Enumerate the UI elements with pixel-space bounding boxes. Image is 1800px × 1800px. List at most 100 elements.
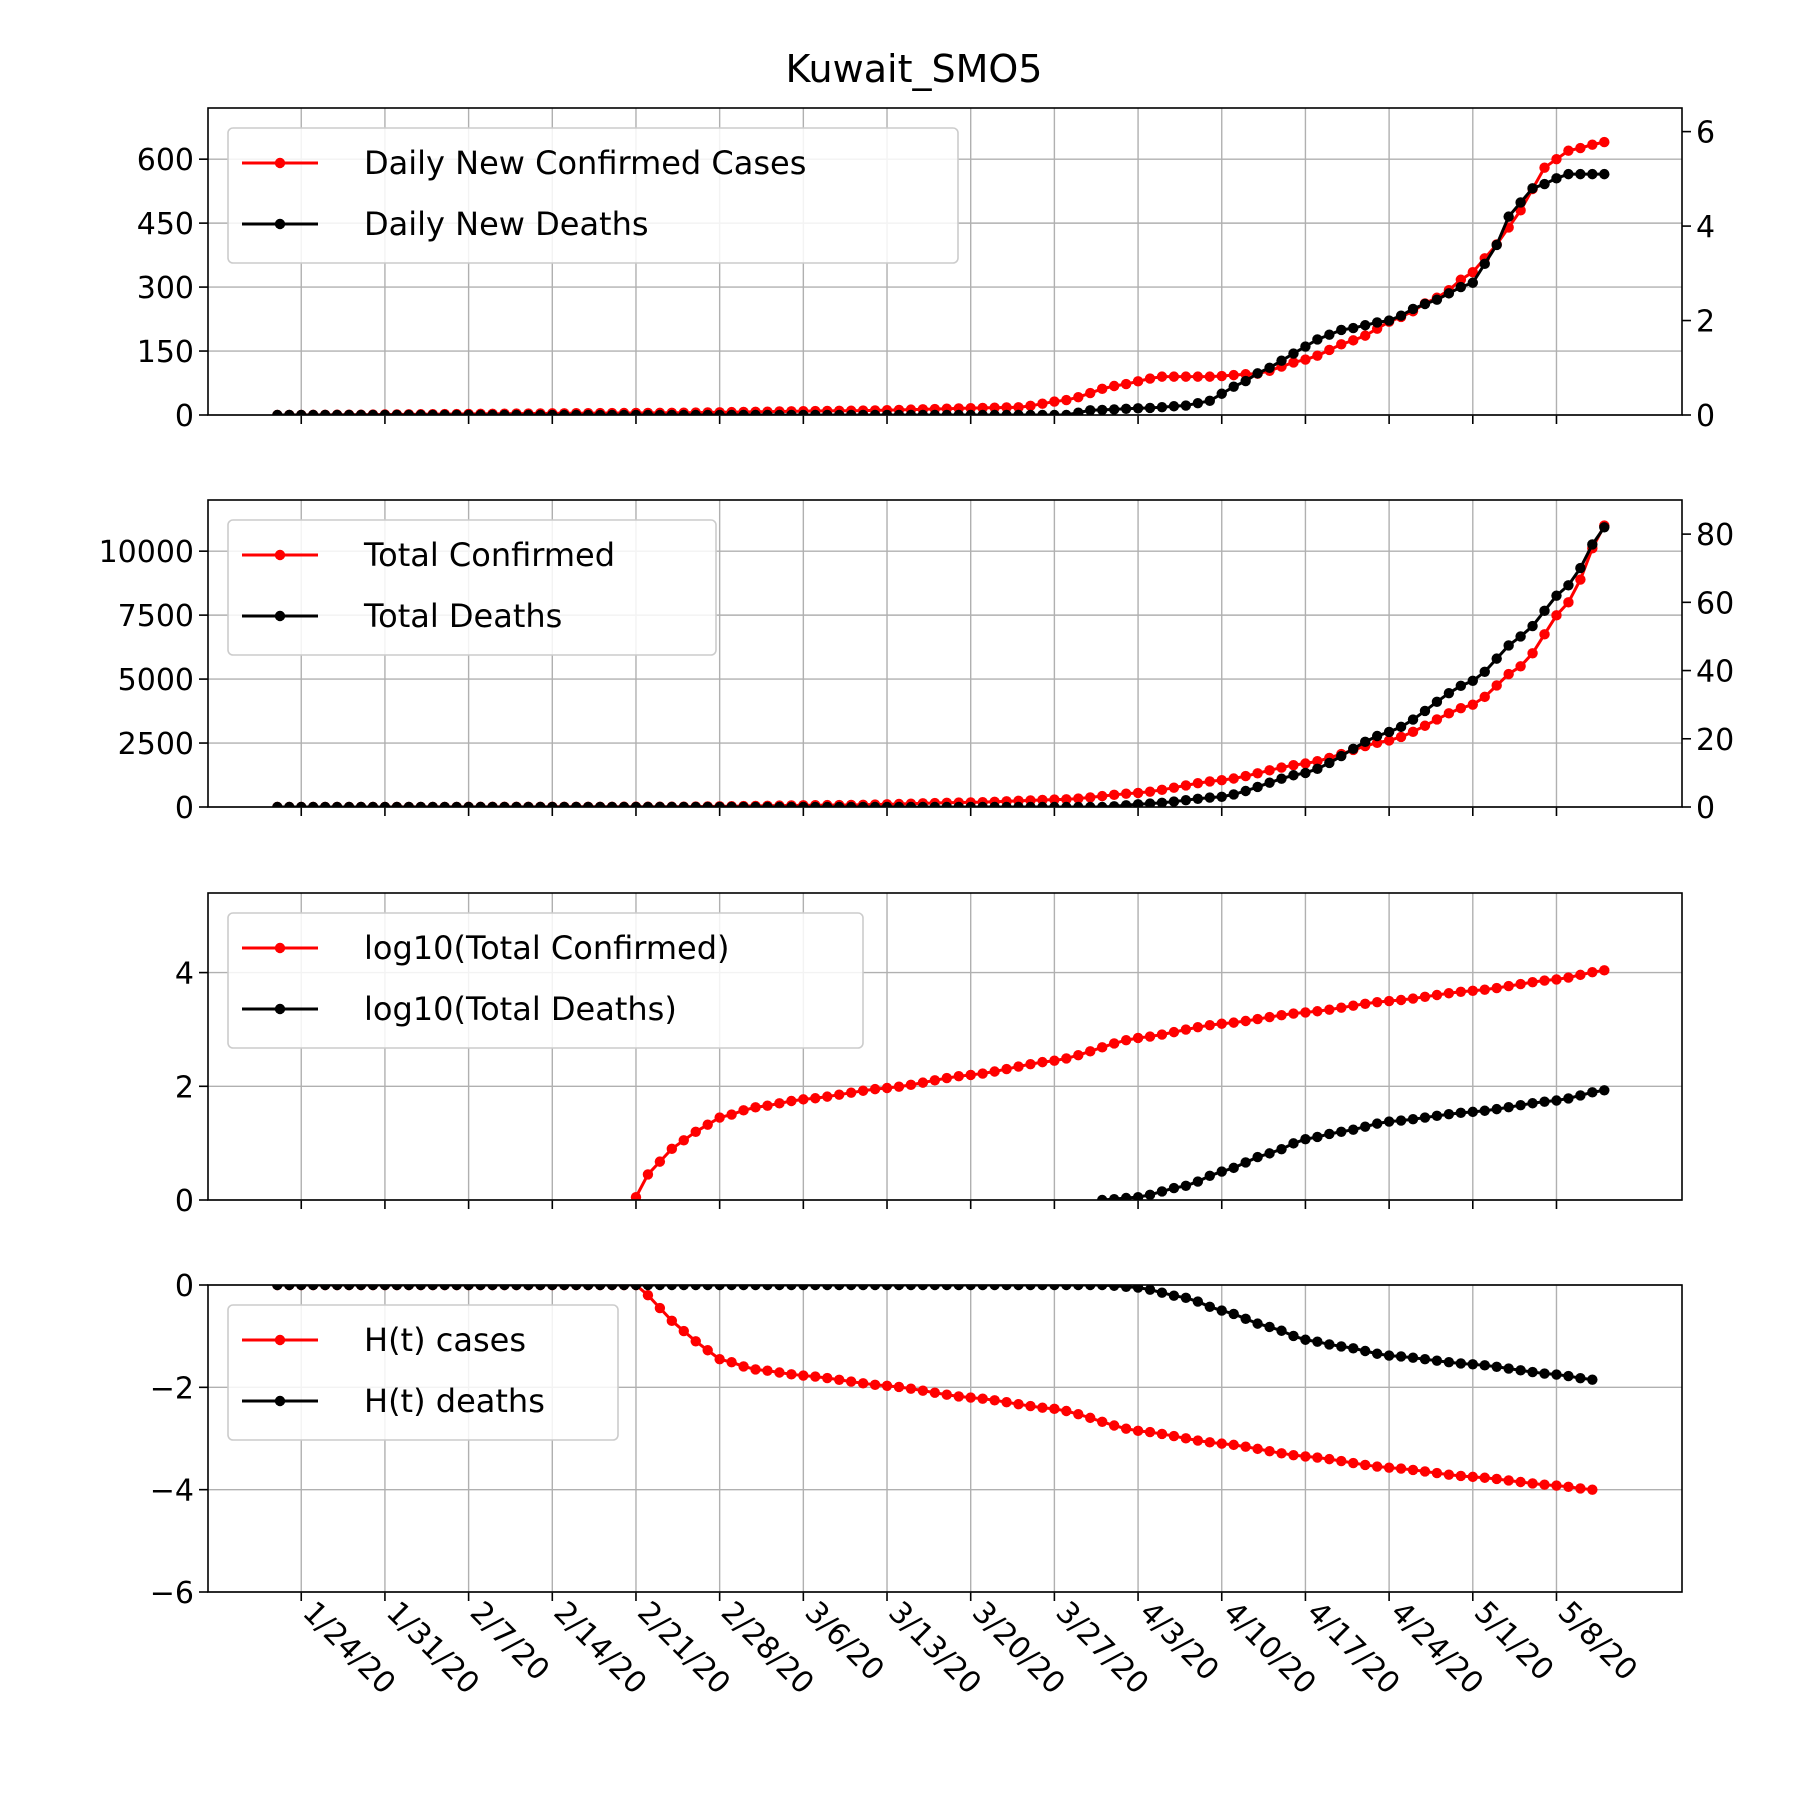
legend-swatch-marker <box>274 1334 286 1346</box>
data-point <box>1085 1046 1096 1057</box>
data-point <box>1348 1343 1359 1354</box>
data-point <box>1132 799 1144 807</box>
panel-daily: 0 150 300 450 600 0 2 4 6 Daily New Confirmed Cas… <box>137 107 1715 434</box>
data-point <box>1467 675 1478 686</box>
data-point <box>427 801 438 807</box>
data-point <box>1156 1186 1168 1197</box>
data-point <box>678 801 689 807</box>
data-point <box>1132 403 1144 414</box>
data-point <box>1395 1463 1407 1474</box>
y-tick-label: 4 <box>175 957 194 992</box>
data-point <box>1551 610 1562 621</box>
series-entropy-1 <box>272 1285 1598 1385</box>
data-point <box>559 409 570 415</box>
legend-swatch-marker <box>274 610 286 622</box>
data-point <box>1037 409 1048 415</box>
data-point <box>857 1378 869 1389</box>
data-point <box>1407 1464 1419 1476</box>
data-point <box>618 409 630 415</box>
legend-label: log10(Total Confirmed) <box>364 929 730 967</box>
data-point <box>1216 791 1227 802</box>
y2-tick-label: 20 <box>1696 723 1734 758</box>
data-point <box>881 801 893 807</box>
data-point <box>1336 339 1347 350</box>
data-point <box>1360 1345 1371 1357</box>
data-point <box>319 409 331 415</box>
data-point <box>1240 1157 1251 1168</box>
legend: Total Confirmed Total Deaths <box>227 519 717 656</box>
data-point <box>941 801 952 807</box>
data-point <box>726 1285 737 1291</box>
data-point <box>1479 1105 1490 1116</box>
data-point <box>965 1069 976 1081</box>
data-point <box>1563 168 1574 180</box>
data-point <box>1049 1285 1060 1291</box>
data-point <box>1097 383 1108 395</box>
data-point <box>1073 392 1084 403</box>
data-point <box>678 1135 689 1146</box>
data-point <box>1049 409 1060 415</box>
data-point <box>953 1285 964 1291</box>
data-point <box>343 801 355 807</box>
data-point <box>941 1072 952 1084</box>
data-point <box>1407 726 1419 738</box>
data-point <box>463 409 474 415</box>
data-point <box>1575 1483 1586 1494</box>
data-point <box>1240 770 1251 782</box>
data-point <box>690 801 701 807</box>
data-point <box>822 1091 833 1102</box>
legend-label: H(t) cases <box>364 1321 526 1359</box>
y2-tick-label: 0 <box>1696 791 1715 826</box>
data-point <box>1407 714 1419 725</box>
data-point <box>810 409 821 415</box>
data-point <box>1144 1285 1156 1295</box>
data-point <box>1419 298 1431 310</box>
data-point <box>594 1285 606 1291</box>
data-point <box>1204 776 1215 787</box>
legend-swatch-marker <box>274 1395 286 1407</box>
data-point <box>1144 786 1156 797</box>
data-point <box>893 409 905 415</box>
data-point <box>1371 317 1383 328</box>
data-point <box>1156 1029 1168 1040</box>
data-point <box>1551 1095 1562 1106</box>
data-point <box>1204 1019 1215 1031</box>
data-point <box>523 801 534 807</box>
data-point <box>594 409 606 415</box>
data-point <box>1467 266 1478 278</box>
data-point <box>1443 1469 1455 1480</box>
data-point <box>726 801 737 807</box>
data-point <box>1228 789 1239 800</box>
data-point <box>1336 1455 1347 1467</box>
data-point <box>1360 998 1371 1009</box>
data-point <box>1144 1189 1156 1200</box>
data-point <box>774 1285 785 1291</box>
data-point <box>1085 1412 1096 1424</box>
data-point <box>1216 1305 1227 1316</box>
data-point <box>1563 1481 1574 1492</box>
data-point <box>284 801 295 807</box>
data-point <box>1395 994 1407 1006</box>
data-point <box>642 1169 654 1180</box>
data-point <box>1156 784 1168 796</box>
data-point <box>1575 574 1586 585</box>
data-point <box>738 801 749 807</box>
data-point <box>726 1357 737 1368</box>
data-point <box>1348 1457 1359 1469</box>
data-point <box>1085 801 1096 807</box>
data-point <box>965 1392 976 1403</box>
data-point <box>1503 211 1514 222</box>
data-point <box>654 1156 666 1167</box>
data-point <box>1144 1426 1156 1438</box>
data-point <box>905 1079 917 1091</box>
data-point <box>1575 562 1586 574</box>
data-point <box>1539 629 1550 640</box>
data-point <box>343 409 355 415</box>
data-point <box>1037 801 1048 807</box>
data-point <box>869 1379 881 1390</box>
data-point <box>1085 792 1096 803</box>
data-point <box>1587 539 1598 550</box>
data-point <box>654 1285 666 1291</box>
data-point <box>1503 1102 1514 1113</box>
data-point <box>1216 388 1227 399</box>
